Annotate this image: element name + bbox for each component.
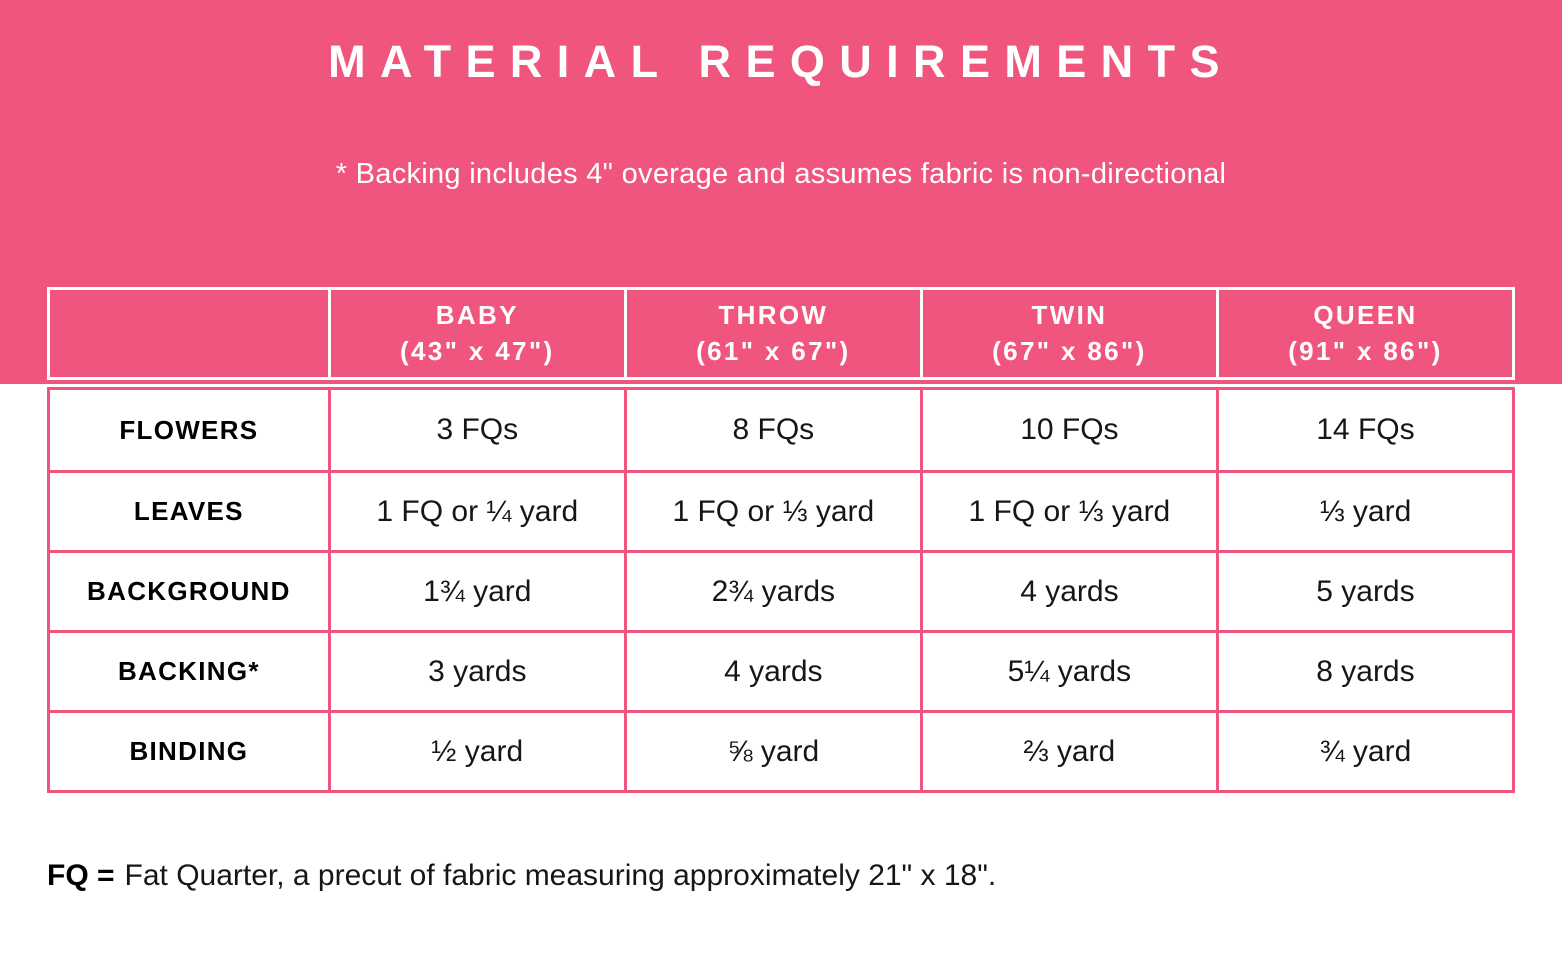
fq-term: FQ = xyxy=(47,859,115,892)
material-requirements-table: BABY (43" x 47") THROW (61" x 67") TWIN … xyxy=(47,287,1515,793)
row-label: LEAVES xyxy=(133,496,244,526)
header-size-label: BABY xyxy=(435,300,519,331)
row-label: BINDING xyxy=(129,736,249,766)
cell-background-baby: 1¾ yard xyxy=(327,553,624,630)
cell-background-queen: 5 yards xyxy=(1215,553,1512,630)
header-cell-baby: BABY (43" x 47") xyxy=(327,290,624,377)
cell-binding-throw: ⅝ yard xyxy=(623,713,920,790)
header-dims-label: (43" x 47") xyxy=(400,335,555,366)
table-row-binding: BINDING ½ yard ⅝ yard ⅔ yard ¾ yard xyxy=(50,710,1512,790)
cell-flowers-throw: 8 FQs xyxy=(623,390,920,470)
header-cell-queen: QUEEN (91" x 86") xyxy=(1215,290,1512,377)
cell-flowers-queen: 14 FQs xyxy=(1215,390,1512,470)
header-dims-label: (67" x 86") xyxy=(992,335,1147,366)
header-size-label: QUEEN xyxy=(1313,300,1418,331)
row-label: FLOWERS xyxy=(119,414,259,445)
cell-background-throw: 2¾ yards xyxy=(623,553,920,630)
header-dims-label: (91" x 86") xyxy=(1288,335,1443,366)
fq-text: Fat Quarter, a precut of fabric measurin… xyxy=(124,859,997,892)
cell-backing-throw: 4 yards xyxy=(623,633,920,710)
table-row-backing: BACKING* 3 yards 4 yards 5¼ yards 8 yard… xyxy=(50,630,1512,710)
cell-binding-twin: ⅔ yard xyxy=(919,713,1216,790)
cell-backing-twin: 5¼ yards xyxy=(919,633,1216,710)
cell-leaves-throw: 1 FQ or ⅓ yard xyxy=(623,473,920,550)
cell-binding-baby: ½ yard xyxy=(327,713,624,790)
table-row-flowers: FLOWERS 3 FQs 8 FQs 10 FQs 14 FQs xyxy=(50,390,1512,470)
cell-leaves-queen: ⅓ yard xyxy=(1215,473,1512,550)
header-size-label: THROW xyxy=(718,300,829,331)
table-header-row: BABY (43" x 47") THROW (61" x 67") TWIN … xyxy=(47,287,1515,380)
cell-backing-baby: 3 yards xyxy=(327,633,624,710)
page-title: MATERIAL REQUIREMENTS xyxy=(328,36,1234,87)
header-cell-twin: TWIN (67" x 86") xyxy=(919,290,1216,377)
row-label: BACKING* xyxy=(117,656,260,686)
cell-backing-queen: 8 yards xyxy=(1215,633,1512,710)
table-row-leaves: LEAVES 1 FQ or ¼ yard 1 FQ or ⅓ yard 1 F… xyxy=(50,470,1512,550)
cell-background-twin: 4 yards xyxy=(919,553,1216,630)
cell-flowers-twin: 10 FQs xyxy=(919,390,1216,470)
fq-definition: FQ = Fat Quarter, a precut of fabric meas… xyxy=(47,859,1562,893)
row-label: BACKGROUND xyxy=(87,576,291,606)
header-cell-empty xyxy=(50,290,328,377)
cell-binding-queen: ¾ yard xyxy=(1215,713,1512,790)
cell-leaves-twin: 1 FQ or ⅓ yard xyxy=(919,473,1216,550)
header-dims-label: (61" x 67") xyxy=(696,335,851,366)
backing-note: * Backing includes 4" overage and assume… xyxy=(335,158,1227,190)
table-row-background: BACKGROUND 1¾ yard 2¾ yards 4 yards 5 ya… xyxy=(50,550,1512,630)
header-cell-throw: THROW (61" x 67") xyxy=(623,290,920,377)
table-body: FLOWERS 3 FQs 8 FQs 10 FQs 14 FQs LEAVES… xyxy=(47,387,1515,793)
cell-leaves-baby: 1 FQ or ¼ yard xyxy=(327,473,624,550)
header-size-label: TWIN xyxy=(1031,300,1108,331)
cell-flowers-baby: 3 FQs xyxy=(327,390,624,470)
